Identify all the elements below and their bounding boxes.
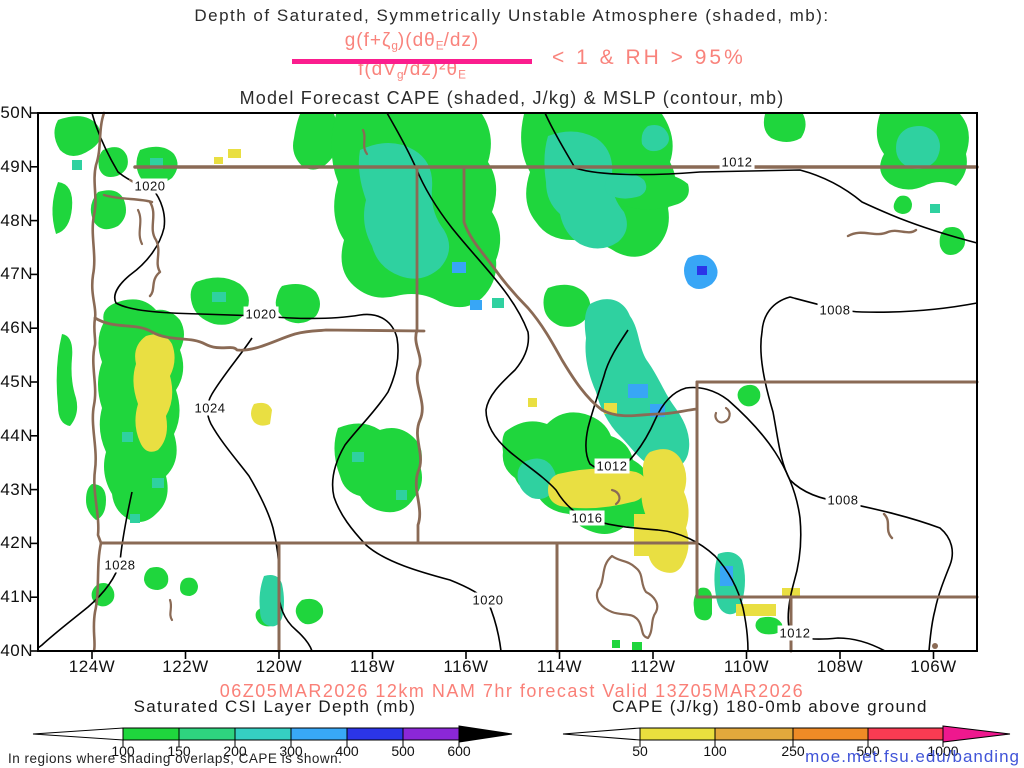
csi-tick-label: 200 bbox=[223, 743, 247, 759]
cape-tick-label: 250 bbox=[781, 743, 805, 759]
contour-label: 1020 bbox=[243, 306, 279, 322]
lon-tick-label: 106W bbox=[910, 657, 957, 676]
lon-tick-label: 124W bbox=[68, 657, 116, 676]
lon-tick-label: 110W bbox=[723, 657, 770, 676]
lon-tick-label: 108W bbox=[816, 657, 864, 676]
contour-label: 1008 bbox=[825, 492, 861, 508]
csi-shading-teal bbox=[72, 125, 940, 627]
contour-label: 1012 bbox=[719, 154, 755, 170]
csi-tick-label: 400 bbox=[335, 743, 359, 759]
lat-tick-label: 42N bbox=[0, 533, 33, 553]
mslp-contours bbox=[37, 112, 978, 652]
lat-tick-label: 40N bbox=[0, 641, 33, 660]
lon-tick-label: 120W bbox=[255, 657, 303, 676]
forecast-valid-line: 06Z05MAR2026 12km NAM 7hr forecast Valid… bbox=[219, 681, 805, 701]
contour-label: 1016 bbox=[569, 510, 605, 526]
lat-tick-label: 47N bbox=[0, 264, 33, 284]
csi-shading-blue bbox=[697, 266, 707, 275]
csi-tick-label: 600 bbox=[447, 743, 471, 759]
state-borders bbox=[91, 111, 979, 653]
lat-tick-label: 48N bbox=[0, 210, 33, 230]
cape-legend-title: CAPE (J/kg) 180-0mb above ground bbox=[612, 697, 928, 716]
source-url-link[interactable]: moe.met.fsu.edu/banding bbox=[805, 747, 1020, 766]
axis-ticks bbox=[30, 112, 935, 659]
page-title: Depth of Saturated, Symmetrically Unstab… bbox=[194, 6, 830, 25]
formula-denominator: f(dVg/dz)²θE bbox=[358, 59, 466, 82]
csi-colorbar bbox=[32, 725, 513, 747]
csi-tick-label: 500 bbox=[391, 743, 415, 759]
csi-legend-title: Saturated CSI Layer Depth (mb) bbox=[133, 697, 417, 716]
cape-tick-label: 50 bbox=[632, 743, 648, 759]
csi-tick-label: 100 bbox=[111, 743, 135, 759]
contour-label: 1012 bbox=[594, 458, 630, 474]
lat-tick-label: 49N bbox=[0, 156, 33, 176]
formula-fraction: g(f+ζg)(dθE/dz) f(dVg/dz)²θE bbox=[288, 30, 536, 82]
lat-tick-label: 46N bbox=[0, 318, 33, 338]
contour-label: 1012 bbox=[777, 625, 813, 641]
chart-subtitle: Model Forecast CAPE (shaded, J/kg) & MSL… bbox=[239, 88, 785, 108]
formula-condition: < 1 & RH > 95% bbox=[552, 46, 746, 69]
lat-tick-label: 50N bbox=[0, 103, 33, 122]
lon-tick-label: 122W bbox=[162, 657, 209, 676]
formula-numerator: g(f+ζg)(dθE/dz) bbox=[344, 30, 480, 53]
fraction-bar bbox=[292, 59, 532, 64]
cape-colorbar bbox=[562, 725, 1011, 747]
lat-tick-label: 44N bbox=[0, 425, 33, 445]
contour-label: 1020 bbox=[470, 592, 506, 608]
lon-tick-label: 118W bbox=[349, 657, 396, 676]
cape-tick-label: 100 bbox=[703, 743, 727, 759]
contour-label: 1024 bbox=[192, 400, 228, 416]
lat-tick-label: 41N bbox=[0, 587, 33, 607]
overlap-footnote: In regions where shading overlaps, CAPE … bbox=[8, 751, 343, 766]
contour-label: 1020 bbox=[132, 178, 168, 194]
lon-tick-label: 114W bbox=[536, 657, 583, 676]
contour-label: 1008 bbox=[817, 302, 853, 318]
csi-tick-label: 150 bbox=[167, 743, 191, 759]
lat-tick-label: 45N bbox=[0, 372, 33, 391]
contour-label: 1028 bbox=[102, 557, 138, 573]
lon-tick-label: 116W bbox=[443, 657, 489, 676]
cape-tick-label: 500 bbox=[856, 743, 880, 759]
lon-tick-label: 112W bbox=[630, 657, 676, 676]
lat-tick-label: 43N bbox=[0, 479, 33, 499]
csi-tick-label: 300 bbox=[279, 743, 303, 759]
cape-tick-label: 1000 bbox=[927, 743, 959, 759]
